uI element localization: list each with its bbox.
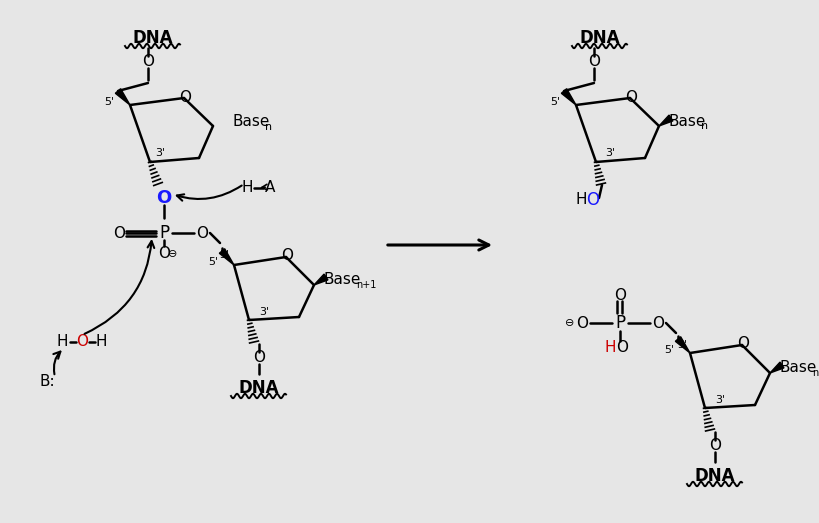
Text: O: O [586, 191, 599, 209]
Text: 3': 3' [604, 148, 614, 158]
Text: O: O [708, 438, 720, 453]
Text: O: O [615, 340, 627, 356]
Text: P: P [614, 314, 624, 332]
Text: 3': 3' [714, 395, 724, 405]
Polygon shape [561, 89, 575, 105]
Text: H: H [604, 340, 615, 356]
Text: n: n [265, 122, 272, 132]
Text: O: O [651, 315, 663, 331]
Text: O: O [113, 225, 124, 241]
Text: O: O [281, 248, 292, 264]
Text: ⊖: ⊖ [564, 318, 574, 328]
Text: Base: Base [233, 115, 270, 130]
Text: O: O [156, 189, 171, 207]
Text: O: O [76, 335, 88, 349]
Text: Base: Base [324, 272, 361, 288]
Text: 5': 5' [104, 97, 114, 107]
Text: Base: Base [779, 360, 817, 376]
Polygon shape [115, 89, 130, 105]
Text: O: O [253, 350, 265, 366]
Text: H: H [575, 192, 586, 208]
Text: Base: Base [668, 113, 705, 129]
Text: H: H [241, 180, 252, 196]
Polygon shape [219, 249, 233, 265]
Text: 5': 5' [550, 97, 559, 107]
Text: DNA: DNA [238, 379, 279, 397]
Text: DNA: DNA [579, 29, 619, 47]
Text: DNA: DNA [133, 29, 173, 47]
Text: n+1: n+1 [355, 280, 376, 290]
Polygon shape [314, 274, 328, 285]
Text: O: O [179, 89, 191, 105]
Text: O: O [142, 54, 154, 70]
Text: n: n [700, 121, 708, 131]
Text: O: O [613, 288, 625, 302]
Text: O: O [158, 245, 170, 260]
Text: H: H [95, 335, 106, 349]
Text: 3': 3' [259, 307, 269, 317]
Polygon shape [658, 115, 672, 126]
Text: n+1: n+1 [811, 368, 819, 378]
Text: 3': 3' [155, 148, 165, 158]
Text: O: O [736, 336, 748, 351]
Text: P: P [159, 224, 169, 242]
Text: 5': 5' [219, 250, 229, 260]
Text: DNA: DNA [694, 467, 735, 485]
Text: O: O [624, 89, 636, 105]
Text: ⊖: ⊖ [168, 249, 178, 259]
Text: O: O [196, 225, 208, 241]
Text: O: O [587, 54, 600, 70]
Text: 5': 5' [663, 345, 673, 355]
Text: O: O [575, 315, 587, 331]
Text: 5': 5' [208, 257, 218, 267]
Text: 5': 5' [676, 340, 686, 350]
Polygon shape [769, 362, 783, 373]
Polygon shape [675, 337, 689, 353]
Text: A: A [265, 180, 275, 196]
Text: B:: B: [39, 374, 55, 390]
Text: H: H [57, 335, 68, 349]
